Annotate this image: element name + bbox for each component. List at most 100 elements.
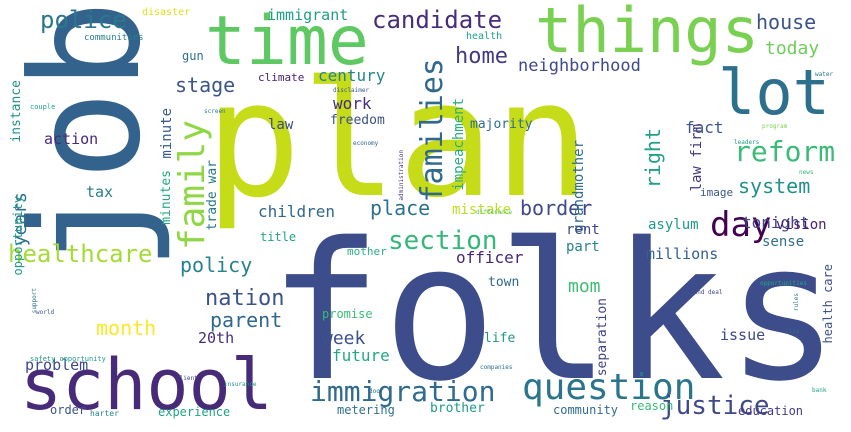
word-time: time — [205, 2, 369, 81]
word-gun: gun — [182, 49, 204, 63]
word-administration: administration — [398, 150, 405, 201]
word-work: work — [333, 94, 372, 113]
word-20th: 20th — [198, 329, 235, 347]
word-part: part — [566, 239, 600, 255]
word-action: action — [44, 130, 99, 148]
word-question: question — [522, 367, 696, 408]
word-families: families — [415, 58, 450, 203]
word-communities: communities — [84, 33, 144, 43]
word-rules: rules — [793, 293, 800, 312]
word-law-firm: law firm — [689, 124, 705, 192]
word-program: program — [762, 123, 788, 130]
word-neighborhood: neighborhood — [518, 56, 641, 76]
word-land-deal: land deal — [690, 289, 723, 296]
word-economy: economy — [353, 140, 379, 147]
word-century: century — [318, 66, 386, 85]
word-trade-war: trade war — [205, 160, 220, 231]
word-justice: justice — [660, 391, 770, 421]
word-world: world — [36, 309, 55, 316]
word-community: community — [553, 403, 619, 417]
word-mistake: mistake — [452, 202, 512, 218]
word-difference: difference — [476, 209, 513, 216]
word-fact: fact — [685, 118, 724, 137]
word-parent: parent — [210, 308, 283, 332]
word-place: place — [370, 196, 431, 220]
word-millions: millions — [646, 245, 719, 263]
word-month: month — [96, 316, 157, 340]
word-immigration: immigration — [310, 375, 496, 408]
word-support: support — [31, 288, 38, 314]
word-law: law — [268, 117, 294, 133]
word-bank: bank — [812, 387, 827, 394]
word-screen: screen — [204, 108, 226, 115]
word-policy: policy — [180, 253, 253, 277]
word-town: town — [488, 275, 520, 290]
word-week: week — [322, 328, 366, 349]
word-client: client — [176, 375, 198, 382]
word-lot: lot — [718, 56, 830, 129]
word-title: title — [260, 230, 297, 244]
word-home: home — [455, 44, 508, 69]
word-health: health — [466, 31, 503, 42]
word-right: right — [641, 128, 665, 189]
word-disclaimer: disclaimer — [333, 87, 370, 94]
word-freedom: freedom — [330, 113, 385, 128]
word-candidate: candidate — [372, 6, 503, 34]
word-grandmother: grandmother — [571, 140, 587, 233]
word-health-care: health care — [821, 264, 835, 344]
word-nation: nation — [205, 286, 285, 311]
word-leaders: leaders — [734, 139, 760, 146]
word-house: house — [756, 10, 817, 34]
word-minutes: minutes — [159, 170, 174, 225]
word-separation: separation — [595, 298, 610, 377]
word-school: school — [20, 344, 273, 426]
word-couple: couple — [30, 103, 56, 111]
word-sense: sense — [762, 234, 805, 250]
word-harter: harter — [90, 409, 119, 418]
word-door: door — [369, 388, 384, 395]
word-education: education — [738, 404, 804, 418]
word-today: today — [765, 38, 820, 59]
word-tonight: tonight — [742, 213, 810, 232]
word-issue: issue — [720, 326, 766, 344]
word-children: children — [258, 202, 336, 221]
word-reform: reform — [734, 135, 836, 168]
word-problem: problem — [25, 356, 89, 374]
word-brother: brother — [430, 401, 485, 416]
word-officer: officer — [456, 248, 524, 267]
word-immigrant: immigrant — [267, 6, 349, 24]
word-mom: mom — [568, 276, 601, 297]
word-section: section — [388, 226, 498, 256]
word-folks: folks — [268, 202, 840, 423]
word-opportunity: opportunity — [11, 196, 25, 276]
word-minute: minute — [159, 108, 175, 159]
word-water: water — [815, 71, 834, 78]
word-impeachment: impeachment — [451, 98, 467, 191]
word-size: size — [785, 328, 800, 335]
word-plan: plan — [205, 46, 591, 233]
word-heart: heart — [436, 369, 455, 376]
word-news: news — [799, 169, 814, 176]
word-vision: vision — [776, 217, 827, 233]
word-promise: promise — [322, 307, 373, 321]
word-instance: instance — [9, 80, 24, 143]
word-reason: reason — [630, 399, 674, 413]
word-majority: majority — [470, 117, 533, 132]
word-opportunities: opportunities — [760, 280, 807, 287]
word-asylum: asylum — [648, 217, 699, 233]
word-healthcare: healthcare — [8, 240, 153, 268]
word-disaster: disaster — [142, 7, 191, 18]
word-experience: experience — [158, 405, 231, 419]
word-order: order — [50, 403, 87, 417]
word-day: day — [710, 205, 772, 245]
word-life: life — [484, 331, 516, 346]
word-safety-opportunity: safety opportunity — [30, 355, 106, 363]
word-mother: mother — [347, 245, 387, 258]
word-things: things — [535, 0, 759, 67]
word-future: future — [332, 346, 390, 365]
word-image: image — [700, 186, 734, 199]
word-system: system — [738, 174, 811, 198]
word-rent: rent — [566, 222, 600, 238]
word-climate: climate — [258, 71, 305, 84]
